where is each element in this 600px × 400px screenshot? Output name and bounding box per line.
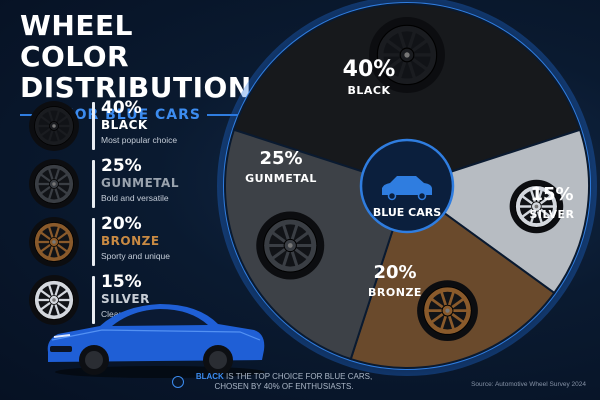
legend-description: Bold and versatile xyxy=(101,193,169,203)
page-subtitle: FOR BLUE CARS xyxy=(64,107,201,123)
footer-note-line-1: IS THE TOP CHOICE FOR BLUE CARS, xyxy=(223,372,373,381)
wheel-icon xyxy=(29,275,79,325)
slice-wheels xyxy=(256,16,564,342)
legend-item-black: 40% BLACK Most popular choice xyxy=(28,98,228,156)
wheel-graphic xyxy=(29,101,79,151)
pie-chart: 40% BLACK 15% SILVER 20% BRONZE 25% GUNMETAL BL… xyxy=(217,0,597,376)
wheel-graphic xyxy=(369,16,445,93)
slice-percent-label: 25% xyxy=(259,148,302,169)
blue-car-illustration xyxy=(47,304,265,378)
wheel-graphic xyxy=(256,211,325,280)
footer-note-line-2: CHOSEN BY 40% OF ENTHUSIASTS. xyxy=(214,382,354,391)
source-credit: Source: Automotive Wheel Survey 2024 xyxy=(471,381,586,388)
wheel-graphic xyxy=(417,280,478,342)
wheel-icon xyxy=(29,101,79,151)
slice-percent-label: 40% xyxy=(343,57,396,82)
legend-color-name: BRONZE xyxy=(101,234,160,248)
car-windows xyxy=(112,309,208,326)
slice-name-label: BRONZE xyxy=(368,286,422,299)
footer-note: BLACK IS THE TOP CHOICE FOR BLUE CARS, C… xyxy=(186,372,382,392)
slice-name-label: BLACK xyxy=(347,84,390,97)
slice-percent-label: 20% xyxy=(373,262,416,283)
legend-description: Sporty and unique xyxy=(101,251,170,261)
legend-color-name: BLACK xyxy=(101,118,148,132)
wheel-graphic xyxy=(29,217,79,267)
pie-slice-black xyxy=(232,3,582,188)
legend-divider xyxy=(92,102,95,150)
legend-divider xyxy=(92,276,95,324)
wheel-graphic xyxy=(509,179,564,234)
legend-description: Most popular choice xyxy=(101,135,178,145)
page-title-line-2: DISTRIBUTION xyxy=(20,71,252,104)
slice-percent-label: 15% xyxy=(530,184,573,205)
legend-percent: 40% xyxy=(101,98,142,118)
wheel-graphic xyxy=(29,275,79,325)
slice-name-label: SILVER xyxy=(529,208,574,221)
legend-divider xyxy=(92,218,95,266)
legend-percent: 25% xyxy=(101,156,142,176)
pie-slice-silver xyxy=(404,128,590,295)
wheel-icon xyxy=(29,159,79,209)
legend-divider xyxy=(92,160,95,208)
subtitle-rule-right xyxy=(207,114,245,116)
info-icon xyxy=(172,376,184,388)
legend-item-gunmetal: 25% GUNMETAL Bold and versatile xyxy=(28,156,228,214)
slice-labels: 40% BLACK 15% SILVER 20% BRONZE 25% GUNMETAL xyxy=(245,57,574,299)
legend-item-bronze: 20% BRONZE Sporty and unique xyxy=(28,214,228,272)
page-title-line-1: WHEEL COLOR xyxy=(20,9,133,73)
wheel-graphic xyxy=(29,159,79,209)
legend-color-name: GUNMETAL xyxy=(101,176,179,190)
legend-color-name: SILVER xyxy=(101,292,150,306)
legend-percent: 15% xyxy=(101,272,142,292)
slice-name-label: GUNMETAL xyxy=(245,172,317,185)
center-car-icon xyxy=(382,176,432,195)
center-label: BLUE CARS xyxy=(373,206,441,219)
legend-item-silver: 15% SILVER Clean and classic xyxy=(28,272,228,330)
legend-percent: 20% xyxy=(101,214,142,234)
footer-highlight: BLACK xyxy=(195,372,224,381)
wheel-icon xyxy=(29,217,79,267)
legend: 40% BLACK Most popular choice 25% GUNMET… xyxy=(28,98,228,330)
title-block: WHEEL COLOR DISTRIBUTION FOR BLUE CARS xyxy=(20,9,252,123)
